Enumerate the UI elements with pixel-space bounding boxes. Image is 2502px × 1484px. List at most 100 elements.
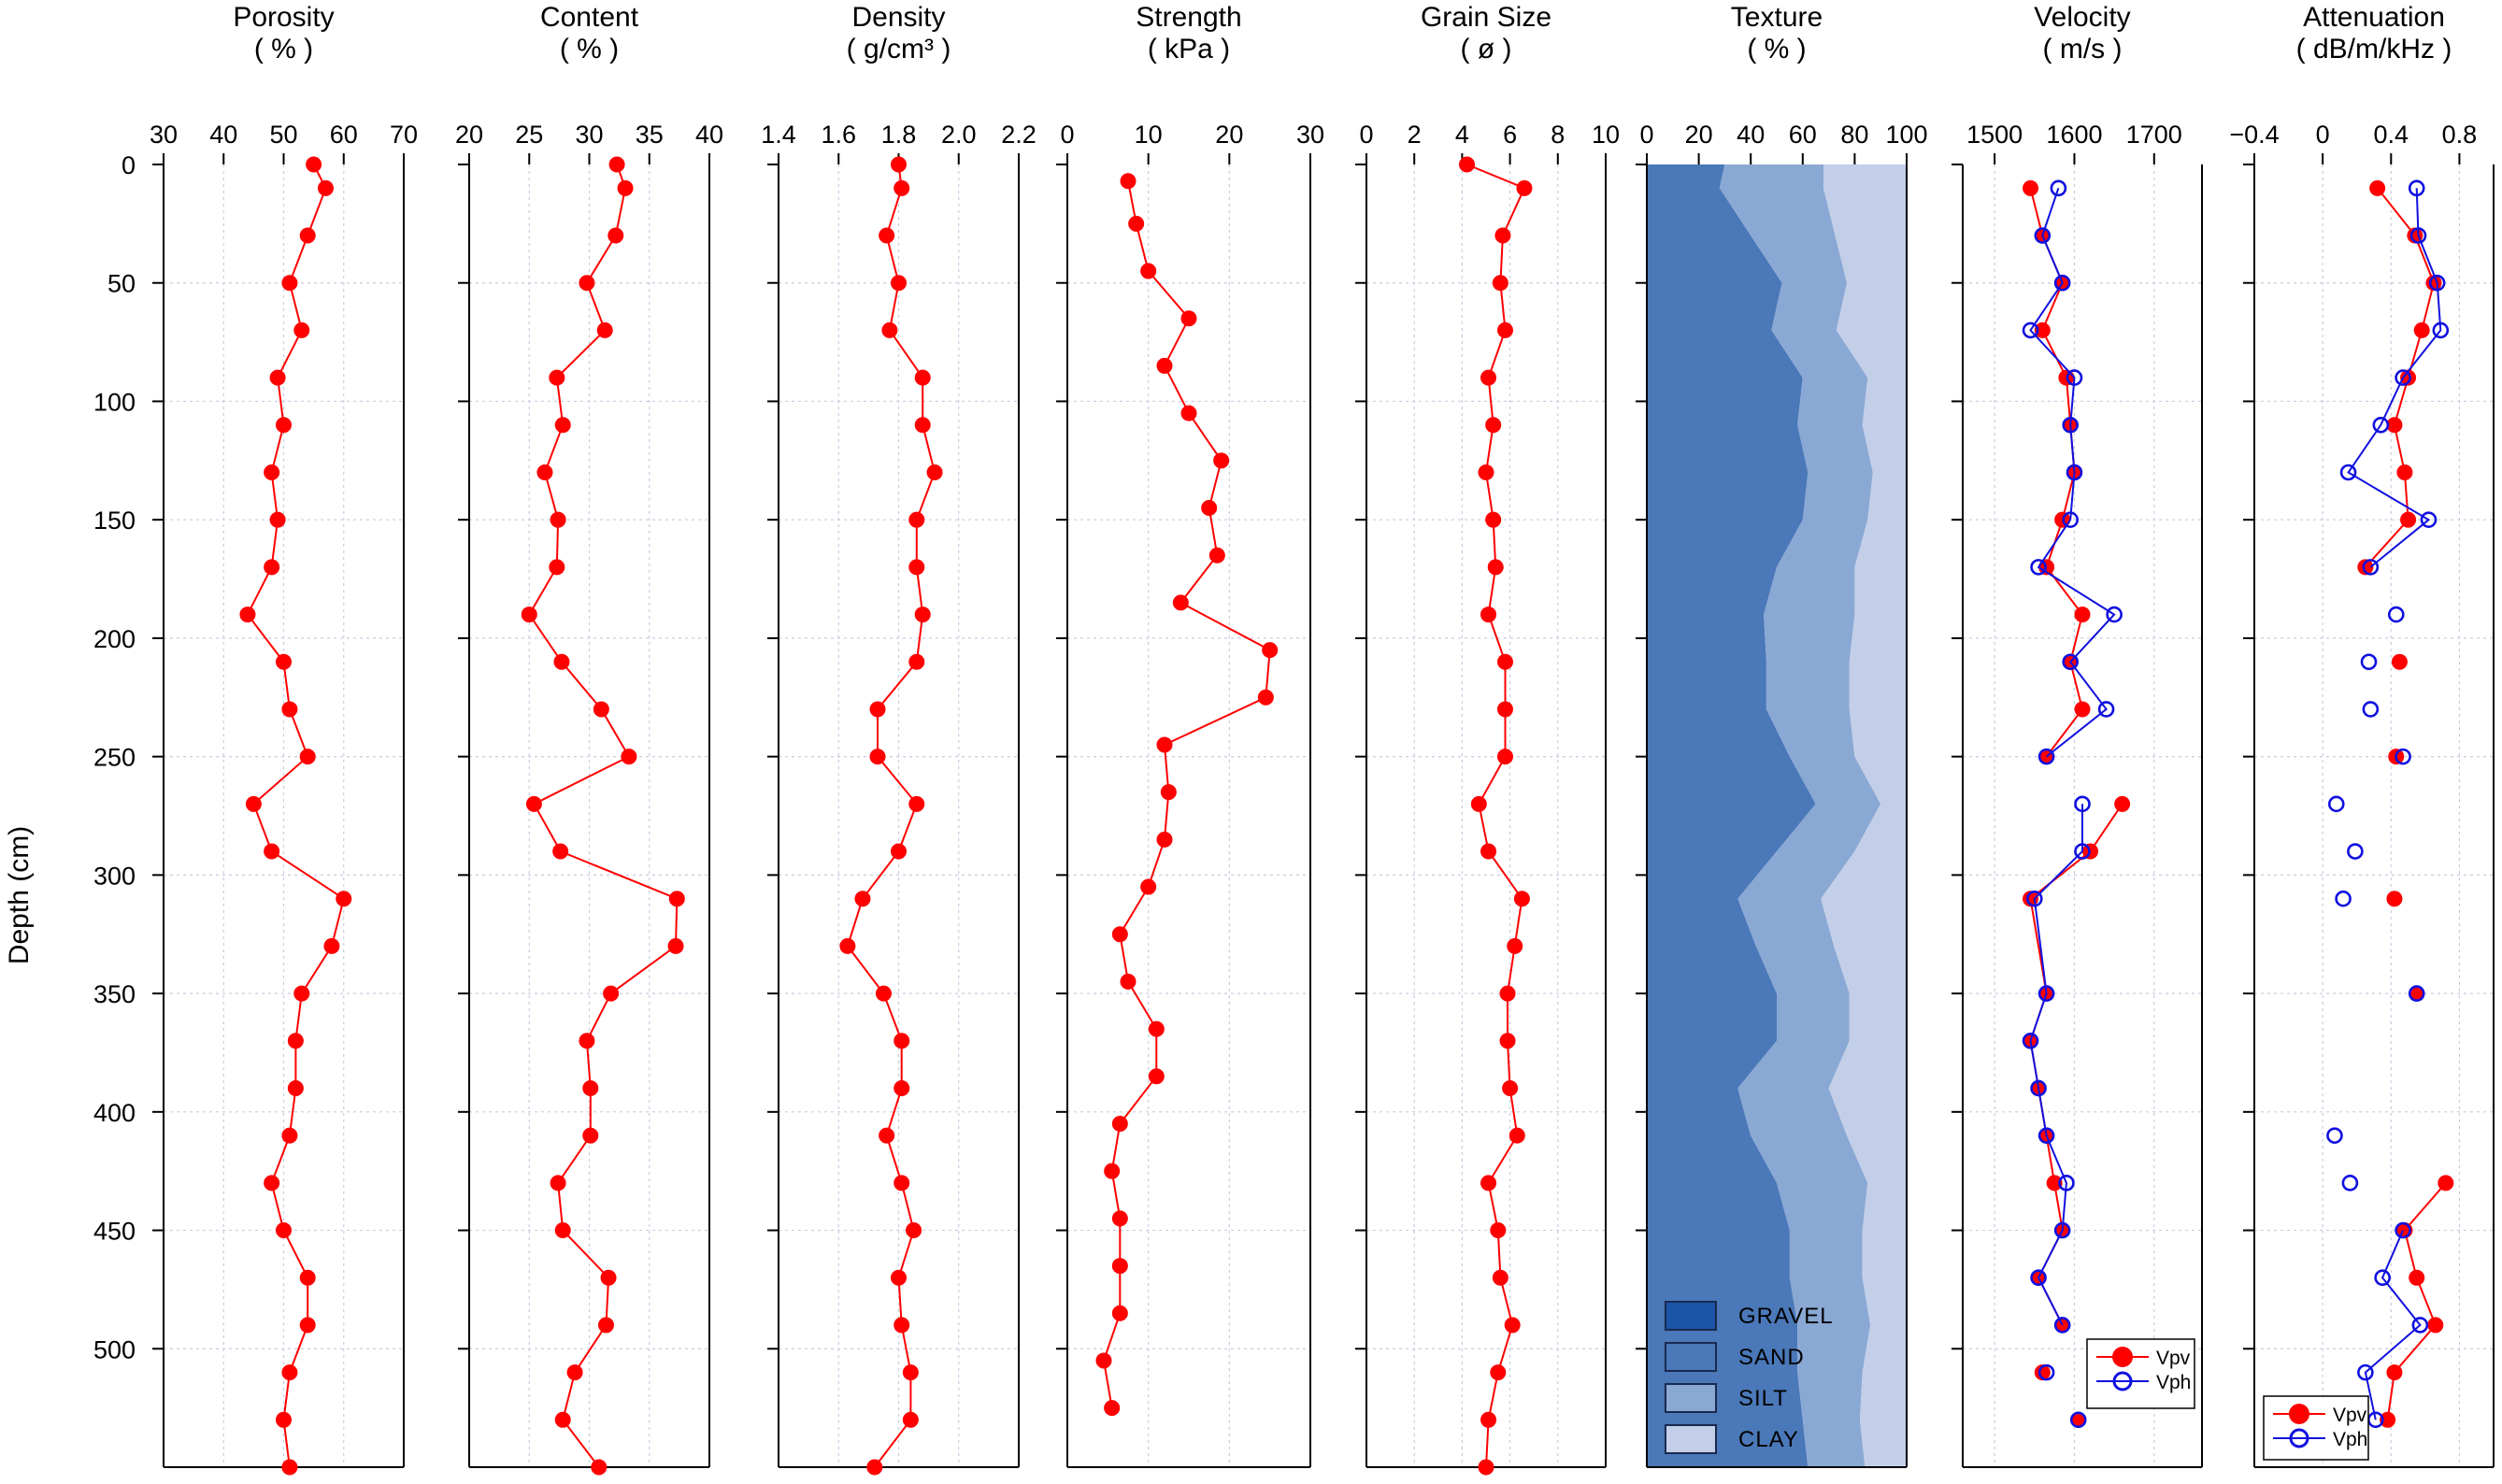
data-point-open <box>2097 701 2115 718</box>
panel-5: MeanGrain Size( ø ) 0 2 4 6 8 10 <box>1355 0 1620 1476</box>
data-point <box>894 1175 910 1191</box>
data-point-open <box>2360 653 2378 671</box>
data-point-open <box>2362 559 2380 576</box>
series-line <box>846 164 936 1468</box>
panel-title-line: Mean <box>1451 0 1521 1</box>
data-point <box>554 1411 571 1428</box>
data-point <box>879 1127 895 1144</box>
data-point <box>1508 1127 1525 1144</box>
data-point <box>269 511 286 528</box>
velocity-legend-box <box>2086 1338 2195 1409</box>
x-tick-label: 25 <box>515 121 543 149</box>
data-point <box>593 701 609 718</box>
data-point <box>596 321 613 338</box>
x-tick-label: 1.4 <box>761 121 796 149</box>
data-point <box>2386 417 2403 434</box>
data-point <box>608 227 624 244</box>
data-point-open <box>2058 1175 2075 1191</box>
data-point-open <box>2428 274 2446 292</box>
x-tick-label: 30 <box>575 121 603 149</box>
data-point <box>1480 369 1497 386</box>
data-point <box>891 275 907 292</box>
data-point <box>914 417 931 434</box>
data-point <box>1504 1317 1521 1334</box>
data-point <box>600 1269 617 1286</box>
data-point <box>1104 1163 1121 1179</box>
data-point-open <box>2341 1175 2359 1191</box>
y-tick-label: 400 <box>93 1099 136 1127</box>
x-tick-label: 0.8 <box>2442 121 2478 149</box>
data-point-open <box>2066 464 2083 481</box>
data-point <box>550 1175 566 1191</box>
data-point <box>1111 926 1128 943</box>
data-point <box>293 321 310 338</box>
data-point-open <box>2408 985 2425 1002</box>
data-point-open <box>2062 416 2079 434</box>
panel-1: Porosity( % ) 30 40 50 60 70 <box>150 2 418 1476</box>
data-point <box>1513 891 1530 907</box>
data-point <box>264 559 280 576</box>
data-point-open <box>2339 464 2357 481</box>
x-tick-label: 1600 <box>2046 121 2102 149</box>
series-line-vph <box>2029 804 2083 1326</box>
x-tick-label: 50 <box>269 121 297 149</box>
data-point <box>926 464 943 480</box>
y-tick-label: 150 <box>93 507 136 535</box>
data-point <box>1156 831 1173 848</box>
x-tick-label: 40 <box>209 121 237 149</box>
data-point <box>1496 321 1513 338</box>
data-point <box>553 653 570 670</box>
data-point <box>2369 179 2386 196</box>
data-point <box>1516 179 1533 196</box>
x-tick-label: 0 <box>2316 121 2330 149</box>
attenuation-legend-marker-filled <box>2289 1404 2309 1424</box>
data-point <box>281 1127 298 1144</box>
data-point <box>1148 1068 1165 1085</box>
data-point-open <box>2026 890 2043 907</box>
data-point <box>617 179 634 196</box>
data-point <box>1208 547 1225 564</box>
data-point <box>1156 736 1173 753</box>
data-point-open <box>2411 1317 2429 1334</box>
data-point <box>2046 1175 2063 1191</box>
x-tick-label: 40 <box>1737 121 1765 149</box>
data-point <box>2074 701 2091 718</box>
data-point <box>1507 937 1523 954</box>
data-point-open <box>2347 843 2364 860</box>
data-point <box>597 1317 614 1334</box>
y-tick-label: 450 <box>93 1218 136 1246</box>
legend-swatch-silt <box>1665 1383 1717 1413</box>
panel-title-line: Grain Size <box>1421 2 1551 33</box>
data-point <box>1480 1411 1497 1428</box>
data-point-open <box>2037 748 2055 765</box>
data-point <box>2380 1411 2396 1428</box>
data-point <box>1140 878 1157 895</box>
x-tick-label: 20 <box>1215 121 1243 149</box>
data-point <box>894 1079 910 1096</box>
velocity-legend-marker-open <box>2112 1371 2133 1391</box>
data-point <box>603 985 620 1002</box>
data-point <box>1478 464 1494 480</box>
data-point <box>276 1222 292 1239</box>
panel-title-line: Texture <box>1731 2 1823 33</box>
data-point <box>306 156 322 173</box>
x-tick-label: 1700 <box>2126 121 2182 149</box>
data-point <box>1095 1352 1112 1369</box>
data-point <box>1180 405 1197 421</box>
x-tick-label: 80 <box>1840 121 1868 149</box>
data-point <box>2023 179 2039 196</box>
data-point-open <box>2335 890 2352 907</box>
x-tick-label: 0 <box>1639 121 1653 149</box>
legend-label-sand: SAND <box>1738 1345 1805 1370</box>
data-point <box>908 559 925 576</box>
x-tick-label: 1.8 <box>881 121 917 149</box>
data-point-open <box>2030 1269 2047 1287</box>
panel-title-line: ( kPa ) <box>1148 34 1230 64</box>
x-tick-label: 70 <box>390 121 418 149</box>
data-point-open <box>2395 369 2411 386</box>
data-point <box>1156 357 1173 374</box>
y-tick-label: 500 <box>93 1335 136 1363</box>
x-tick-label: 20 <box>1685 121 1713 149</box>
data-point <box>891 156 907 173</box>
y-tick-label: 250 <box>93 744 136 772</box>
